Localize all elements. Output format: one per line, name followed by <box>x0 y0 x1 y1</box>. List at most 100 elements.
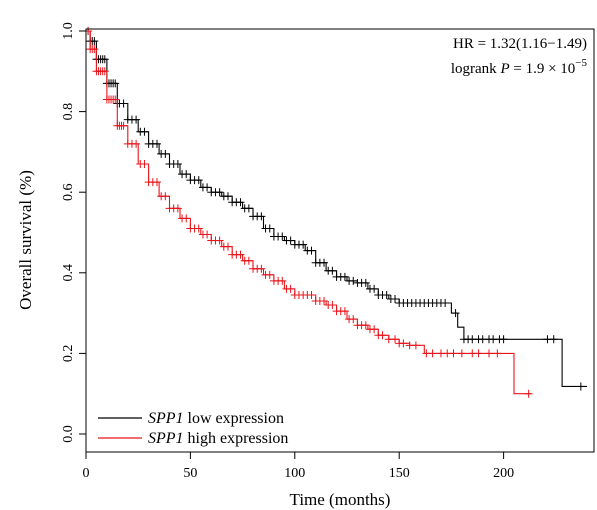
censor-mark <box>224 192 232 200</box>
censor-mark <box>153 178 161 186</box>
y-axis-title: Overall survival (%) <box>16 170 35 310</box>
p-value: = 1.9 × 10 <box>510 61 576 77</box>
censor-mark <box>245 257 253 265</box>
censor-mark <box>320 259 328 267</box>
logrank-text: logrank P = 1.9 × 10−5 <box>451 57 588 77</box>
censor-mark <box>328 267 336 275</box>
censor-mark <box>90 37 98 45</box>
legend-label-low: SPP1 low expression <box>148 410 284 427</box>
p-exponent: −5 <box>575 57 587 69</box>
censor-mark <box>493 349 501 357</box>
censor-mark <box>257 212 265 220</box>
censor-mark <box>224 243 232 251</box>
censor-mark <box>341 307 349 315</box>
censor-mark <box>237 198 245 206</box>
censor-mark <box>161 192 169 200</box>
censor-mark <box>195 176 203 184</box>
legend-desc-high: high expression <box>184 430 289 447</box>
legend-gene-low: SPP1 <box>148 410 184 427</box>
censor-mark <box>362 279 370 287</box>
censor-mark <box>182 170 190 178</box>
censor-mark <box>383 291 391 299</box>
censor-mark <box>452 309 460 317</box>
censor-mark <box>101 55 109 63</box>
censor-mark <box>577 382 585 390</box>
x-tick-label: 200 <box>493 466 514 481</box>
y-tick-label: 0.6 <box>61 183 76 201</box>
x-tick-label: 50 <box>183 466 197 481</box>
censor-mark <box>120 122 128 130</box>
censor-mark <box>132 116 140 124</box>
legend-gene-high: SPP1 <box>148 430 184 447</box>
censor-mark <box>132 140 140 148</box>
censor-mark <box>278 233 286 241</box>
censor-mark <box>257 265 265 273</box>
axes-layer: 0 50 100 150 200 0.0 0.2 0.4 0.6 0.8 1.0 <box>61 22 514 481</box>
censor-mark <box>525 390 533 398</box>
series-high <box>84 27 533 398</box>
censor-mark <box>287 237 295 245</box>
legend-label-high: SPP1 high expression <box>148 430 288 447</box>
censor-mark <box>328 301 336 309</box>
censor-mark <box>299 241 307 249</box>
censor-mark <box>287 285 295 293</box>
x-tick-label: 0 <box>83 466 90 481</box>
censor-mark <box>370 325 378 333</box>
censor-mark <box>500 335 508 343</box>
y-tick-label: 0.8 <box>61 103 76 121</box>
censor-mark <box>120 100 128 108</box>
logrank-prefix: logrank <box>451 61 501 77</box>
censor-mark <box>391 295 399 303</box>
censor-mark <box>90 45 98 53</box>
censor-mark <box>140 160 148 168</box>
censor-mark <box>182 214 190 222</box>
legend: SPP1 low expression SPP1 high expression <box>98 410 288 447</box>
censor-mark <box>174 160 182 168</box>
series-layer <box>84 27 587 398</box>
censor-mark <box>153 140 161 148</box>
censor-mark <box>320 297 328 305</box>
censor-mark <box>341 273 349 281</box>
censor-mark <box>140 128 148 136</box>
censor-mark <box>349 277 357 285</box>
censor-mark <box>399 339 407 347</box>
censor-mark <box>195 224 203 232</box>
y-tick-label: 0.0 <box>61 425 76 443</box>
x-tick-label: 100 <box>284 466 305 481</box>
censor-mark <box>237 251 245 259</box>
x-axis-title: Time (months) <box>290 490 391 509</box>
censor-mark <box>308 247 316 255</box>
censor-mark <box>308 291 316 299</box>
censor-mark <box>203 183 211 191</box>
censor-mark <box>349 315 357 323</box>
y-tick-label: 0.4 <box>61 264 76 282</box>
censor-mark <box>266 224 274 232</box>
censor-mark <box>475 349 483 357</box>
p-symbol: P <box>499 61 509 77</box>
censor-mark <box>216 237 224 245</box>
censor-mark <box>174 204 182 212</box>
y-tick-label: 1.0 <box>61 22 76 40</box>
censor-mark <box>362 321 370 329</box>
plot-frame <box>86 29 594 452</box>
censor-mark <box>216 188 224 196</box>
censor-mark <box>391 335 399 343</box>
x-tick-label: 150 <box>389 466 410 481</box>
censor-mark <box>161 150 169 158</box>
censor-mark <box>111 96 119 104</box>
censor-mark <box>485 349 493 357</box>
censor-mark <box>412 341 420 349</box>
censor-mark <box>458 349 466 357</box>
censor-mark <box>111 79 119 87</box>
censor-mark <box>378 331 386 339</box>
censor-mark <box>441 299 449 307</box>
censor-mark <box>245 204 253 212</box>
survival-curve-low <box>86 31 587 386</box>
censor-mark <box>203 231 211 239</box>
series-low <box>84 27 587 390</box>
censor-mark <box>101 67 109 75</box>
hazard-ratio-text: HR = 1.32(1.16−1.49) <box>453 36 587 52</box>
censor-mark <box>429 349 437 357</box>
censor-mark <box>449 349 457 357</box>
